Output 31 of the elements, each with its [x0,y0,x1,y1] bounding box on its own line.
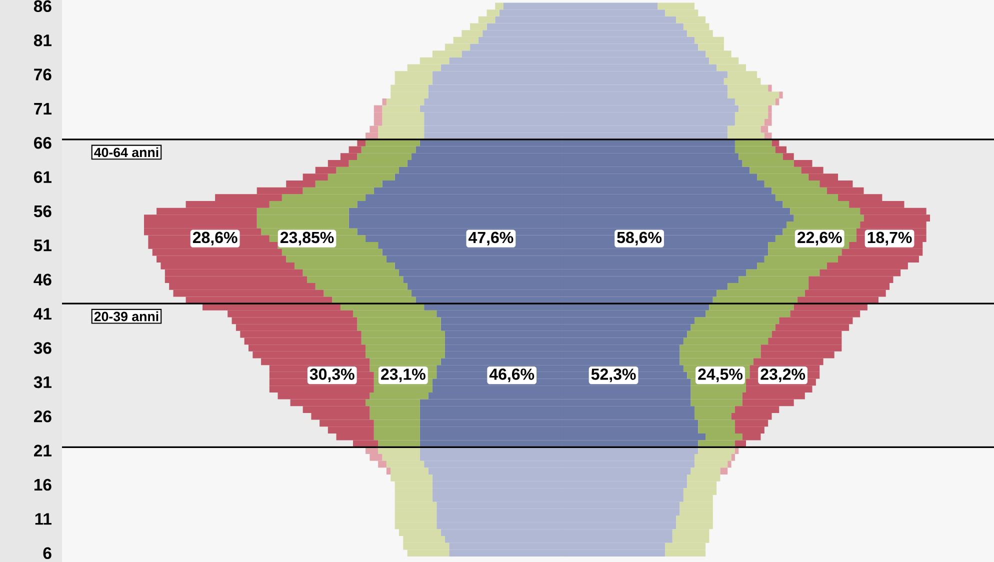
y-tick-label: 16 [34,478,52,491]
y-tick-label: 66 [34,137,52,149]
y-tick-label: 61 [34,171,52,183]
y-tick-label: 31 [34,376,52,388]
annotation: 23,2% [760,368,806,382]
annotation: 52,3% [591,368,636,382]
annotation: 18,7% [868,232,912,246]
y-tick-label: 46 [34,274,52,286]
annotation: 23,85% [280,232,334,246]
y-tick-label: 11 [35,513,52,525]
y-tick-label: 76 [34,68,52,80]
y-tick-label: 71 [34,102,52,114]
annotation: 30,3% [310,368,354,382]
y-tick-label: 81 [34,34,52,46]
y-tick-label: 41 [34,308,52,320]
y-tick-label: 6 [43,547,52,560]
band-label: 40-64 anni [94,147,158,158]
annotation: 47,6% [468,232,514,246]
y-tick-label: 26 [34,410,52,422]
y-tick-label: 86 [34,0,52,12]
y-tick-label: 51 [34,240,52,252]
annotation: 58,6% [617,232,662,246]
annotation: 24,5% [698,368,743,382]
annotation: 28,6% [192,232,238,246]
y-tick-label: 36 [34,342,52,354]
annotation: 46,6% [489,368,534,382]
annotation: 22,6% [797,232,842,246]
band-label: 20-39 anni [94,311,158,322]
annotation: 23,1% [381,368,426,382]
y-tick-label: 21 [34,444,52,456]
y-tick-label: 56 [34,205,52,218]
